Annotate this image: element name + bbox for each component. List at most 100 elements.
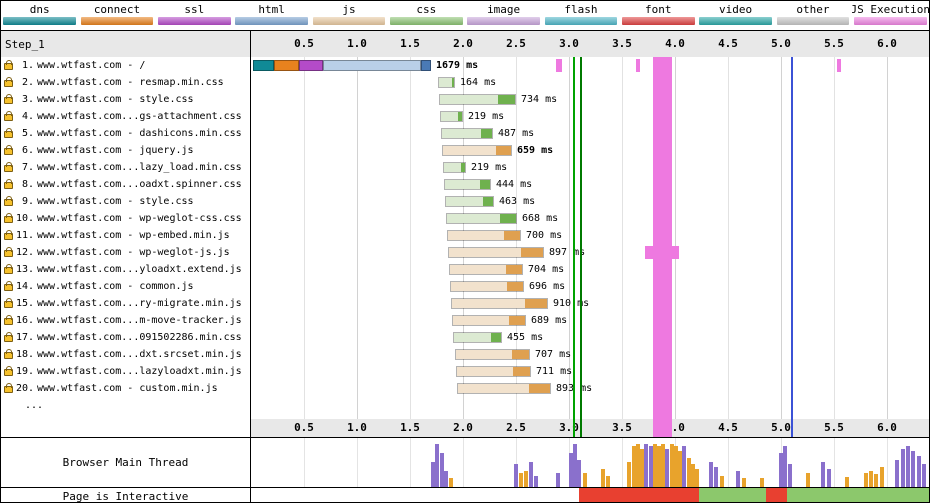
main-thread-activity-bar [601, 469, 605, 487]
request-row[interactable]: 13. www.wtfast.com...yloadxt.extend.js [1, 261, 250, 278]
legend-item-label: other [796, 3, 830, 16]
gridline [728, 438, 729, 487]
request-bar-wait [457, 367, 513, 376]
request-row[interactable]: 5. www.wtfast.com - dashicons.min.css [1, 125, 250, 142]
request-number: 11. [15, 230, 34, 241]
time-axis-bottom: 0.5 1.0 1.5 2.0 2.5 3.0 3.5 4.0 4.5 5.0 5.5 6.0 [251, 419, 929, 437]
main-thread-activity-bar [640, 449, 644, 487]
legend-item-label: connect [93, 3, 141, 16]
main-thread-activity-bar [444, 471, 448, 487]
legend-item-label: js [342, 3, 356, 16]
request-row[interactable]: 2. www.wtfast.com - resmap.min.css [1, 74, 250, 91]
legend-item-label: css [416, 3, 437, 16]
request-bar[interactable] [448, 247, 544, 258]
request-row[interactable]: 6. www.wtfast.com - jquery.js [1, 142, 250, 159]
request-bar[interactable] [438, 77, 455, 88]
request-bar[interactable] [441, 128, 493, 139]
interactive-segment-red [579, 488, 699, 502]
request-bar[interactable] [447, 230, 521, 241]
legend-color-swatch [80, 17, 154, 25]
request-bar-phase-light[interactable] [323, 60, 421, 71]
request-bar[interactable] [457, 383, 551, 394]
request-row[interactable]: 1. www.wtfast.com - / [1, 57, 250, 74]
request-row[interactable]: 12. www.wtfast.com - wp-weglot-js.js [1, 244, 250, 261]
request-bar[interactable] [455, 349, 530, 360]
request-row[interactable]: 9. www.wtfast.com - style.css [1, 193, 250, 210]
lock-icon [4, 365, 13, 376]
request-bar[interactable] [452, 315, 526, 326]
request-bar-phase-connect[interactable] [274, 60, 299, 71]
main-thread-activity-bar [661, 444, 665, 487]
request-row[interactable]: 19. www.wtfast.com...lazyloadxt.min.js [1, 363, 250, 380]
gridline [569, 57, 570, 419]
request-bar[interactable] [439, 94, 516, 105]
lock-icon [4, 76, 13, 87]
request-row[interactable]: 7. www.wtfast.com...lazy_load.min.css [1, 159, 250, 176]
request-time-label: 711 ms [536, 366, 573, 377]
request-bar-phase-dark[interactable] [421, 60, 431, 71]
request-row[interactable]: 4. www.wtfast.com...gs-attachment.css [1, 108, 250, 125]
request-bar[interactable] [451, 298, 548, 309]
request-time-label: 164 ms [460, 77, 497, 88]
request-row[interactable]: 15. www.wtfast.com...ry-migrate.min.js [1, 295, 250, 312]
request-bar[interactable] [446, 213, 517, 224]
main-thread-activity-bar [440, 453, 444, 487]
gridline [357, 438, 358, 487]
legend-item-label: image [487, 3, 521, 16]
request-row[interactable]: 16. www.wtfast.com...m-move-tracker.js [1, 312, 250, 329]
request-bar[interactable] [442, 145, 512, 156]
legend-item-image: image [465, 1, 542, 30]
request-bar[interactable] [444, 179, 491, 190]
request-bar-phase-ssl[interactable] [299, 60, 323, 71]
main-thread-activity-bar [632, 446, 636, 487]
request-bar[interactable] [453, 332, 502, 343]
gridline [834, 57, 835, 419]
js-execution-mark [636, 59, 640, 72]
request-bar-phase-dns[interactable] [253, 60, 274, 71]
request-bar-download [512, 350, 529, 359]
request-row[interactable]: 18. www.wtfast.com...dxt.srcset.min.js [1, 346, 250, 363]
main-thread-activity-bar [606, 476, 610, 487]
request-url: www.wtfast.com - common.js [37, 281, 194, 292]
request-row[interactable]: 14. www.wtfast.com - common.js [1, 278, 250, 295]
main-thread-activity-bar [514, 464, 518, 487]
request-time-label: 897 ms [549, 247, 586, 258]
main-thread-activity-bar [687, 458, 691, 487]
request-row[interactable]: 17. www.wtfast.com...091502286.min.css [1, 329, 250, 346]
request-url: www.wtfast.com - style.css [37, 94, 194, 105]
request-bar-download [509, 316, 525, 325]
request-time-label: 707 ms [535, 349, 572, 360]
request-bar-download [461, 163, 465, 172]
request-row[interactable]: 3. www.wtfast.com - style.css [1, 91, 250, 108]
request-bar-wait [447, 214, 500, 223]
gridline [675, 57, 676, 419]
request-url: www.wtfast.com - dashicons.min.css [37, 128, 242, 139]
request-bar[interactable] [450, 281, 524, 292]
request-row[interactable]: 11. www.wtfast.com - wp-embed.min.js [1, 227, 250, 244]
axis-tick-label-bottom: 0.5 [294, 421, 314, 434]
request-bar-download [480, 180, 490, 189]
request-bar-download [500, 214, 516, 223]
request-row[interactable]: 20. www.wtfast.com - custom.min.js [1, 380, 250, 397]
main-thread-activity-bar [869, 471, 873, 487]
request-bar[interactable] [445, 196, 494, 207]
request-bar[interactable] [449, 264, 523, 275]
request-time-label: 219 ms [471, 162, 508, 173]
request-bar[interactable] [456, 366, 531, 377]
request-bar[interactable] [443, 162, 466, 173]
request-url: www.wtfast.com...m-move-tracker.js [37, 315, 242, 326]
request-row[interactable]: 10. www.wtfast.com - wp-weglot-css.css [1, 210, 250, 227]
legend-color-swatch [312, 17, 386, 25]
legend-item-label: html [258, 3, 285, 16]
request-bar-wait [454, 333, 491, 342]
request-time-label: 444 ms [496, 179, 533, 190]
main-thread-activity-bar [627, 462, 631, 487]
request-time-label: 659 ms [517, 145, 554, 156]
request-number: 4. [21, 111, 34, 122]
request-row[interactable]: 8. www.wtfast.com...oadxt.spinner.css [1, 176, 250, 193]
request-bar[interactable] [440, 111, 463, 122]
interactive-section: Page is Interactive [1, 487, 929, 502]
lock-icon [4, 178, 13, 189]
request-time-label: 734 ms [521, 94, 558, 105]
